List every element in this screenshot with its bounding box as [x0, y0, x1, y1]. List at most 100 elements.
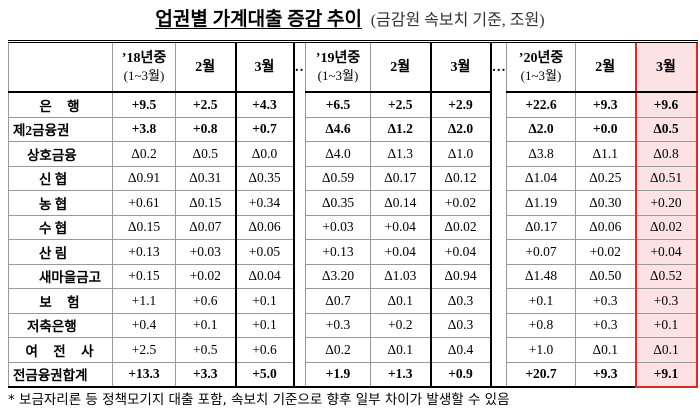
- header-cell: 3월: [234, 40, 295, 93]
- separator-cell: [490, 117, 507, 142]
- value-cell: Δ0.1: [370, 337, 431, 363]
- value-cell: +0.05: [234, 239, 295, 265]
- row-label: 농 협: [8, 190, 113, 216]
- value-cell: Δ2.0: [506, 116, 576, 142]
- value-cell: +0.5: [175, 337, 236, 363]
- value-cell: +0.3: [634, 288, 698, 314]
- value-cell: +0.20: [634, 190, 698, 216]
- value-cell: Δ0.35: [234, 165, 295, 191]
- value-cell: Δ0.07: [175, 214, 236, 240]
- separator-cell: [293, 190, 306, 215]
- value-cell: +2.5: [112, 337, 176, 363]
- value-cell: Δ0.17: [506, 214, 576, 240]
- value-cell: +0.8: [175, 116, 236, 142]
- value-cell: Δ0.15: [175, 190, 236, 216]
- value-cell: +0.2: [370, 312, 431, 338]
- separator-cell: [490, 313, 507, 338]
- header-text: …: [491, 60, 506, 75]
- header-cell: …: [490, 41, 507, 92]
- header-cell: 2월: [175, 41, 236, 93]
- value-cell: Δ3.8: [506, 141, 576, 167]
- value-cell: Δ0.35: [305, 190, 371, 216]
- header-cell: 2월: [575, 41, 636, 93]
- table-row: 은 행 +9.5 +2.5 +4.3 +6.5 +2.5 +2.9 +22.6 +9.3 +9.6: [8, 91, 698, 118]
- value-cell: Δ0.06: [234, 214, 295, 240]
- header-text: ’20년중: [518, 51, 564, 66]
- value-cell: +0.04: [370, 239, 431, 265]
- header-cell: …: [293, 41, 306, 92]
- value-cell: +0.07: [506, 239, 576, 265]
- value-cell: +9.3: [575, 361, 636, 388]
- value-cell: Δ1.19: [506, 190, 576, 216]
- value-cell: +3.8: [112, 116, 176, 142]
- value-cell: Δ0.25: [575, 165, 636, 191]
- value-cell: +4.3: [234, 91, 295, 118]
- row-label: 은 행: [8, 91, 113, 118]
- value-cell: +0.02: [429, 190, 492, 216]
- value-cell: +0.04: [634, 239, 698, 265]
- separator-cell: [293, 215, 306, 240]
- value-cell: +9.1: [634, 361, 698, 388]
- header-corner: [8, 41, 113, 93]
- value-cell: Δ1.48: [506, 263, 576, 289]
- value-cell: +0.3: [305, 312, 371, 338]
- value-cell: Δ0.7: [305, 288, 371, 314]
- table-row: 여 전 사 +2.5 +0.5 +0.6 Δ0.2 Δ0.1 Δ0.4 +1.0 Δ0.1 Δ0.…: [8, 337, 698, 363]
- value-cell: Δ2.0: [429, 116, 492, 142]
- separator-cell: [490, 190, 507, 215]
- header-text: ’19년중: [315, 51, 361, 66]
- value-cell: +0.13: [112, 239, 176, 265]
- header-row: ’18년중 (1~3월) 2월 3월 … ’19년중 (1~3월) 2월 3월 … ’20년중 (1~…: [8, 40, 698, 93]
- value-cell: +0.04: [429, 239, 492, 265]
- row-label: 전금융권합계: [8, 361, 113, 388]
- table-row: 상호금융 Δ0.2 Δ0.5 Δ0.0 Δ4.0 Δ1.3 Δ1.0 Δ3.8 Δ1.1 Δ0.8: [8, 141, 698, 167]
- table-row: 산 림 +0.13 +0.03 +0.05 +0.13 +0.04 +0.04 +0.07 +0…: [8, 239, 698, 265]
- value-cell: +2.5: [175, 91, 236, 118]
- separator-cell: [490, 362, 507, 387]
- value-cell: Δ1.03: [370, 263, 431, 289]
- value-cell: +0.1: [175, 312, 236, 338]
- value-cell: +0.03: [305, 214, 371, 240]
- row-label: 여 전 사: [8, 337, 113, 363]
- row-label: 수 협: [8, 214, 113, 240]
- separator-cell: [293, 141, 306, 166]
- value-cell: Δ0.30: [575, 190, 636, 216]
- value-cell: Δ0.51: [634, 165, 698, 191]
- value-cell: Δ0.50: [575, 263, 636, 289]
- table-body: 은 행 +9.5 +2.5 +4.3 +6.5 +2.5 +2.9 +22.6 +9.3 +9.6…: [8, 91, 698, 388]
- value-cell: +0.61: [112, 190, 176, 216]
- header-cell: 2월: [370, 41, 431, 93]
- separator-cell: [293, 264, 306, 289]
- footnote: * 보금자리론 등 정책모기지 대출 포함, 속보치 기준으로 향후 일부 차이…: [8, 392, 510, 408]
- value-cell: +1.9: [305, 361, 371, 388]
- value-cell: +0.1: [234, 312, 295, 338]
- value-cell: +9.5: [112, 91, 176, 118]
- value-cell: +2.5: [370, 91, 431, 118]
- header-text: …: [295, 60, 305, 75]
- separator-cell: [490, 337, 507, 362]
- separator-cell: [490, 288, 507, 313]
- value-cell: Δ0.2: [112, 141, 176, 167]
- table-row: 새마을금고 +0.15 +0.02 Δ0.04 Δ3.20 Δ1.03 Δ0.94 Δ1.48…: [8, 263, 698, 289]
- value-cell: +13.3: [112, 361, 176, 388]
- table-row: 농 협 +0.61 Δ0.15 +0.34 Δ0.35 Δ0.14 +0.02 Δ1.19 Δ0…: [8, 190, 698, 216]
- value-cell: Δ0.02: [634, 214, 698, 240]
- value-cell: +0.04: [370, 214, 431, 240]
- value-cell: +0.0: [575, 116, 636, 142]
- separator-cell: [293, 288, 306, 313]
- header-cell: 3월: [634, 40, 698, 93]
- header-sub: (1~3월): [123, 68, 165, 83]
- separator-cell: [490, 141, 507, 166]
- value-cell: +3.3: [175, 361, 236, 388]
- value-cell: Δ0.91: [112, 165, 176, 191]
- value-cell: Δ0.3: [429, 288, 492, 314]
- separator-cell: [293, 239, 306, 264]
- value-cell: +0.9: [429, 361, 492, 388]
- header-cell: ’20년중 (1~3월): [506, 41, 576, 93]
- value-cell: Δ0.1: [370, 288, 431, 314]
- value-cell: +2.9: [429, 91, 492, 118]
- separator-cell: [293, 337, 306, 362]
- table-row: 신 협 Δ0.91 Δ0.31 Δ0.35 Δ0.59 Δ0.17 Δ0.12 Δ1.04 Δ0…: [8, 165, 698, 191]
- value-cell: +0.6: [175, 288, 236, 314]
